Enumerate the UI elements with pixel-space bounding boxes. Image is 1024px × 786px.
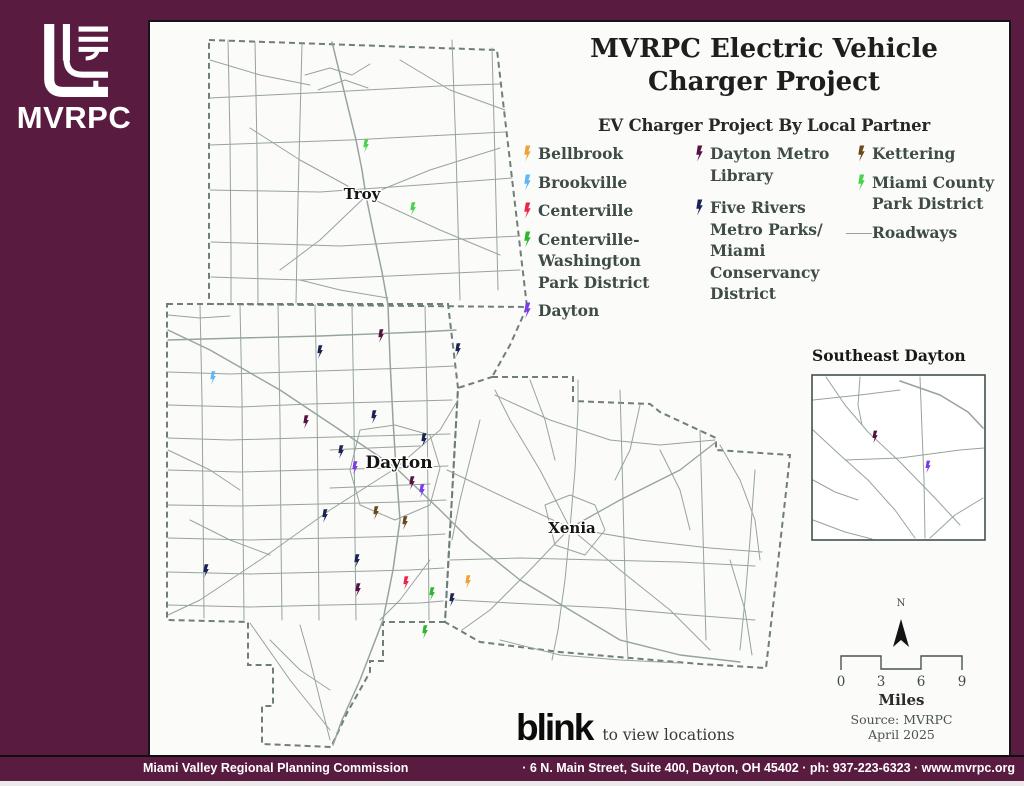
page-title-line1: MVRPC Electric Vehicle: [590, 34, 938, 64]
legend-item-label: Centerville- Washington Park District: [538, 229, 650, 292]
bottom-strip: [0, 781, 1024, 786]
lightning-bolt-icon: [695, 199, 703, 216]
lightning-bolt-icon: [523, 231, 531, 247]
legend-item-centerville: Centerville: [516, 200, 684, 222]
legend-item-dayton: Dayton: [516, 300, 684, 322]
lightning-bolt-icon: [688, 143, 710, 162]
lightning-bolt-icon: [688, 197, 710, 216]
scale-tick-3: 3: [876, 674, 886, 690]
legend-item-roadways: Roadways: [846, 222, 1012, 244]
lightning-bolt-icon: [516, 229, 538, 248]
lightning-bolt-icon: [523, 302, 531, 319]
legend-item-bellbrook: Bellbrook: [516, 143, 684, 165]
legend-item-dml: Dayton Metro Library: [688, 143, 848, 186]
legend-item-kettering: Kettering: [850, 143, 1012, 165]
inset-title: Southeast Dayton: [812, 346, 966, 365]
footer-bar: Miami Valley Regional Planning Commissio…: [0, 755, 1024, 781]
legend-item-fiverivers: Five Rivers Metro Parks/ Miami Conservan…: [688, 197, 848, 305]
footer-org-name: Miami Valley Regional Planning Commissio…: [143, 761, 409, 775]
lightning-bolt-icon: [516, 172, 538, 191]
legend-item-label: Miami County Park District: [872, 172, 995, 214]
legend-item-label: Bellbrook: [538, 144, 624, 163]
legend-item-label: Centerville: [538, 201, 634, 220]
page-title: MVRPC Electric Vehicle Charger Project: [527, 33, 1001, 99]
lightning-bolt-icon: [523, 174, 531, 190]
mvrpc-logo-text: MVRPC: [16, 100, 132, 135]
lightning-bolt-icon: [857, 174, 865, 190]
blink-tagline: to view locations: [602, 726, 735, 744]
lightning-bolt-icon: [695, 145, 703, 162]
lightning-bolt-icon: [516, 143, 538, 162]
page-title-line2: Charger Project: [648, 67, 880, 97]
lightning-bolt-icon: [523, 145, 531, 162]
legend-column-3: Kettering Miami County Park District Roadw…: [846, 143, 1012, 250]
blink-row: blink to view locations: [516, 708, 735, 748]
lightning-bolt-icon: [850, 143, 872, 162]
legend-item-mcpd: Miami County Park District: [850, 172, 1012, 215]
legend-item-label: Roadways: [872, 222, 958, 242]
legend-item-label: Dayton Metro Library: [710, 144, 830, 185]
legend-item-label: Kettering: [872, 144, 956, 163]
mvrpc-logo-icon: [44, 24, 108, 97]
north-label: N: [896, 598, 906, 609]
legend-item-label: Five Rivers Metro Parks/ Miami Conservan…: [710, 198, 823, 303]
roadways-line-icon: [846, 222, 872, 234]
scale-tick-6: 6: [916, 674, 926, 690]
source-line: Source: MVRPC: [850, 712, 953, 727]
sidebar: MVRPC: [0, 0, 148, 757]
blink-logo: blink: [516, 707, 594, 748]
date-line: April 2025: [868, 727, 935, 742]
lightning-bolt-icon: [857, 145, 865, 162]
lightning-bolt-icon: [523, 202, 531, 219]
scale-tick-9: 9: [957, 674, 967, 690]
legend-heading: EV Charger Project By Local Partner: [598, 116, 930, 135]
legend-item-brookville: Brookville: [516, 172, 684, 194]
legend-column-1: Bellbrook Brookville Centerville Centervill…: [516, 143, 684, 329]
lightning-bolt-icon: [850, 172, 872, 191]
lightning-bolt-icon: [516, 200, 538, 219]
legend-item-label: Brookville: [538, 172, 628, 192]
legend-item-cwpd: Centerville- Washington Park District: [516, 229, 684, 294]
scale-tick-0: 0: [836, 674, 846, 690]
footer-contact-info: · 6 N. Main Street, Suite 400, Dayton, O…: [522, 761, 1015, 775]
scale-unit-label: Miles: [878, 691, 925, 709]
legend-item-label: Dayton: [538, 301, 600, 320]
lightning-bolt-icon: [516, 300, 538, 319]
legend-column-2: Dayton Metro Library Five Rivers Metro Pa…: [688, 143, 848, 316]
